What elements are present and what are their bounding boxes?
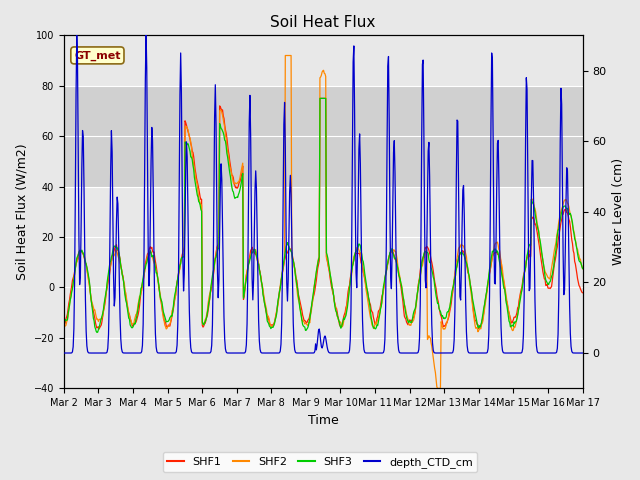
Y-axis label: Soil Heat Flux (W/m2): Soil Heat Flux (W/m2) <box>15 144 28 280</box>
Title: Soil Heat Flux: Soil Heat Flux <box>271 15 376 30</box>
Bar <box>64 86 582 187</box>
X-axis label: Time: Time <box>308 414 339 427</box>
Text: GT_met: GT_met <box>74 50 121 60</box>
Y-axis label: Water Level (cm): Water Level (cm) <box>612 158 625 265</box>
Legend: SHF1, SHF2, SHF3, depth_CTD_cm: SHF1, SHF2, SHF3, depth_CTD_cm <box>163 452 477 472</box>
